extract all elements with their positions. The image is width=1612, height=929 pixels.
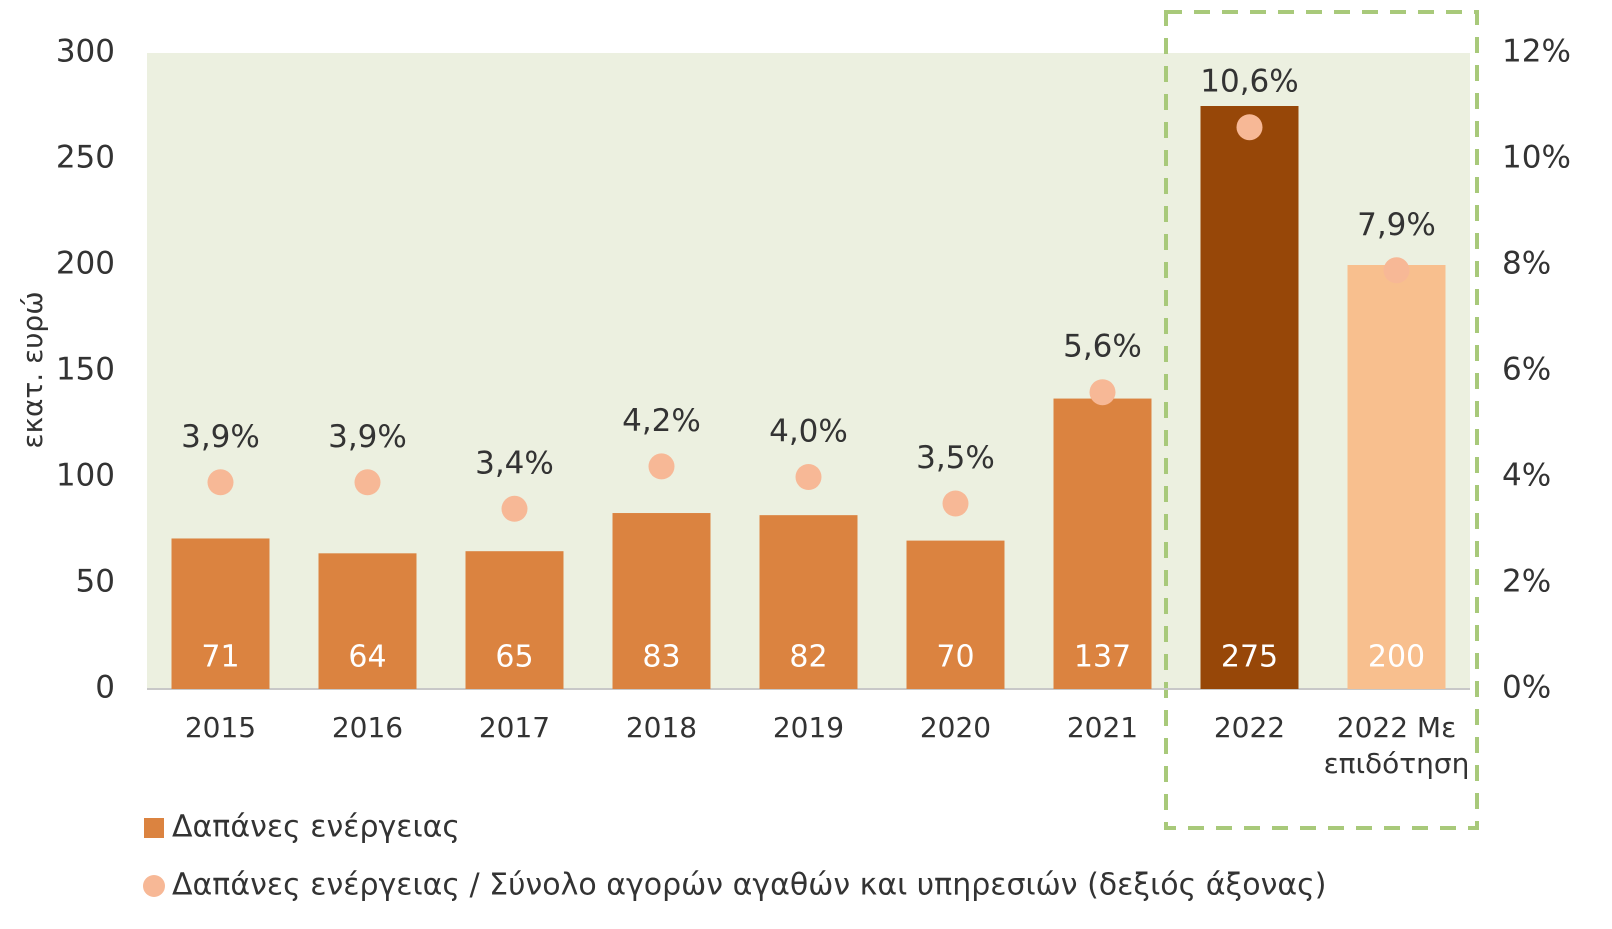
- dot: [1236, 114, 1263, 141]
- bar-value-label: 65: [495, 640, 533, 675]
- bar: [1347, 265, 1446, 689]
- bar-value-label: 71: [201, 640, 239, 675]
- bar: [318, 553, 417, 689]
- bar-value-label: 64: [348, 640, 386, 675]
- dot-value-label: 4,0%: [769, 414, 848, 450]
- dot: [1383, 257, 1410, 284]
- y-tick-label: 50: [76, 564, 115, 600]
- dot-value-label: 3,4%: [475, 445, 554, 481]
- dot-value-label: 7,9%: [1357, 207, 1436, 243]
- bar: [759, 515, 858, 689]
- y2-tick-label: 0%: [1502, 670, 1551, 706]
- dot: [501, 495, 528, 522]
- dot: [648, 453, 675, 480]
- bar: [171, 538, 270, 689]
- bar-value-label: 200: [1368, 640, 1425, 675]
- dot: [207, 469, 234, 496]
- y2-tick-label: 8%: [1502, 246, 1551, 282]
- bar-value-label: 83: [642, 640, 680, 675]
- x-tick-label: 2021: [1066, 711, 1139, 744]
- bar-value-label: 70: [936, 640, 974, 675]
- legend-label: Δαπάνες ενέργειας: [172, 810, 460, 845]
- y-tick-label: 0: [95, 670, 115, 706]
- dot-value-label: 3,9%: [328, 419, 407, 455]
- y2-tick-label: 10%: [1502, 140, 1571, 176]
- x-tick-label: 2017: [478, 711, 551, 744]
- x-tick-label: 2020: [919, 711, 992, 744]
- dot: [795, 464, 822, 490]
- legend-swatch: [144, 818, 164, 838]
- dot-value-label: 10,6%: [1200, 64, 1298, 100]
- x-tick-label: 2018: [625, 711, 698, 744]
- bar: [1200, 106, 1299, 689]
- bar: [1053, 398, 1152, 689]
- bar-value-label: 275: [1221, 640, 1278, 675]
- y2-tick-label: 12%: [1502, 34, 1571, 70]
- bar: [612, 513, 711, 689]
- dot-value-label: 3,9%: [181, 419, 260, 455]
- y-tick-label: 300: [56, 34, 115, 70]
- x-tick-label: 2022 Με επιδότηση: [1323, 711, 1470, 780]
- x-tick-label: 2015: [184, 711, 257, 744]
- x-tick-label: 2022: [1213, 711, 1286, 744]
- y-tick-label: 250: [56, 140, 115, 176]
- dot-value-label: 5,6%: [1063, 329, 1142, 365]
- dot: [942, 490, 969, 517]
- y2-tick-label: 4%: [1502, 458, 1551, 494]
- legend-label: Δαπάνες ενέργειας / Σύνολο αγορών αγαθών…: [172, 868, 1326, 903]
- highlight-box: [1164, 10, 1479, 830]
- x-tick-label: 2016: [331, 711, 404, 744]
- y-tick-label: 100: [56, 458, 115, 494]
- dot-value-label: 4,2%: [622, 403, 701, 439]
- y2-tick-label: 6%: [1502, 352, 1551, 388]
- bar: [906, 540, 1005, 689]
- x-tick-label: 2019: [772, 711, 845, 744]
- dot: [354, 469, 381, 496]
- y-tick-label: 150: [56, 352, 115, 388]
- bar-value-label: 137: [1074, 640, 1131, 675]
- y2-tick-label: 2%: [1502, 564, 1551, 600]
- bar-value-label: 82: [789, 640, 827, 675]
- y-axis-label: εκατ. ευρώ: [16, 291, 49, 448]
- y-tick-label: 200: [56, 246, 115, 282]
- bar: [465, 551, 564, 689]
- dot-value-label: 3,5%: [916, 440, 995, 476]
- dot: [1089, 379, 1116, 406]
- legend-swatch: [143, 875, 165, 897]
